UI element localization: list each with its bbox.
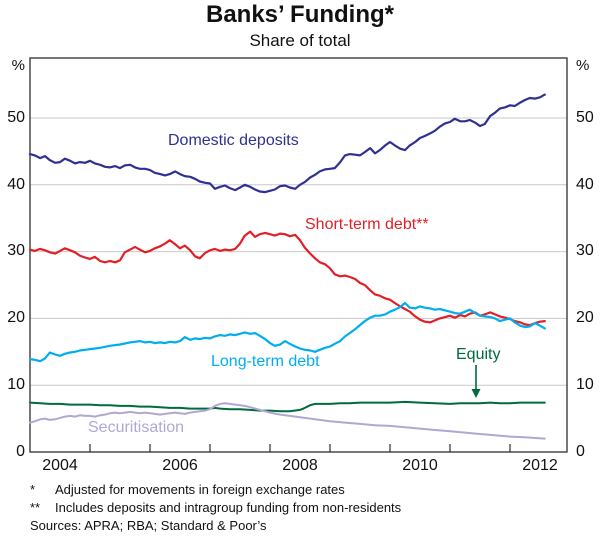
- footnote-1-marker: *: [30, 482, 36, 497]
- series-label-short-term-debt: Short-term debt**: [305, 216, 429, 233]
- y-axis-unit-left: %: [11, 57, 25, 74]
- series-label-equity: Equity: [456, 346, 501, 363]
- x-tick-label: 2004: [42, 457, 78, 474]
- series-label-domestic-deposits: Domestic deposits: [168, 132, 299, 149]
- chart-title: Banks’ Funding*: [205, 1, 394, 28]
- y-tick-label: 30: [7, 242, 25, 259]
- y-tick-label: 40: [576, 176, 594, 193]
- series-line-equity: [29, 400, 546, 413]
- footnote-1-text: Adjusted for movements in foreign exchan…: [55, 482, 345, 497]
- equity-arrow: [471, 365, 481, 398]
- x-tick-label: 2010: [402, 457, 438, 474]
- series-line-short-term-debt: [28, 230, 546, 327]
- series-label-long-term-debt: Long-term debt: [211, 353, 320, 370]
- series-label-securitisation: Securitisation: [88, 419, 185, 436]
- footnote-2-marker: **: [30, 500, 41, 515]
- x-tick-label: 2006: [162, 457, 198, 474]
- y-tick-label: 40: [7, 176, 25, 193]
- series-line-securitisation: [29, 402, 546, 440]
- plot-frame: [29, 57, 568, 453]
- y-tick-label: 0: [16, 443, 25, 460]
- footnote-2-text: Includes deposits and intragroup funding…: [55, 500, 402, 515]
- y-tick-label: 50: [576, 109, 594, 126]
- chart-subtitle: Share of total: [249, 31, 351, 50]
- y-tick-label: 20: [7, 309, 25, 326]
- y-tick-label: 20: [576, 309, 594, 326]
- y-tick-label: 30: [576, 242, 594, 259]
- footnote-1: * Adjusted for movements in foreign excha…: [30, 482, 345, 497]
- y-axis-unit-right: %: [576, 57, 590, 74]
- series-line-domestic-deposits: [28, 93, 546, 194]
- y-tick-label: 10: [7, 376, 25, 393]
- x-tick-label: 2008: [282, 457, 318, 474]
- y-tick-label: 50: [7, 109, 25, 126]
- y-tick-label: 0: [576, 443, 585, 460]
- footnote-2: ** Includes deposits and intragroup fundi…: [30, 500, 401, 515]
- series-line-long-term-debt: [28, 301, 546, 363]
- sources-line: Sources: APRA; RBA; Standard & Poor’s: [30, 518, 267, 533]
- y-tick-label: 10: [576, 376, 594, 393]
- x-tick-label: 2012: [522, 457, 558, 474]
